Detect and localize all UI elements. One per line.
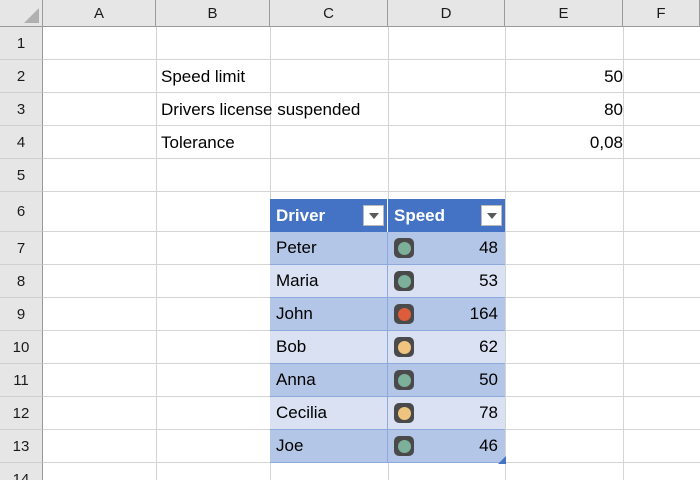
row-header-12[interactable]: 12 (0, 397, 43, 430)
column-header-d[interactable]: D (388, 0, 505, 27)
table-cell-speed[interactable]: 48 (388, 232, 505, 265)
table-cell-driver[interactable]: Peter (270, 232, 388, 265)
select-all-triangle-icon (24, 8, 39, 23)
cell-e4-tolerance-value[interactable]: 0,08 (589, 132, 623, 152)
select-all-corner[interactable] (0, 0, 43, 27)
table-row[interactable]: Maria 53 (270, 265, 505, 298)
cell-e2-speed-limit-value[interactable]: 50 (604, 66, 623, 86)
traffic-light-lamp (397, 274, 411, 288)
table-cell-driver[interactable]: Joe (270, 430, 388, 463)
traffic-light-lamp (397, 241, 411, 255)
table-row[interactable]: Peter 48 (270, 232, 505, 265)
gridline-horizontal-5 (43, 191, 700, 192)
cell-b2-speed-limit-label[interactable]: Speed limit (161, 66, 246, 86)
table-cell-speed[interactable]: 50 (388, 364, 505, 397)
row-header-4[interactable]: 4 (0, 126, 43, 159)
table-cell-driver[interactable]: Anna (270, 364, 388, 397)
gridline-horizontal-2 (43, 92, 700, 93)
row-header-3[interactable]: 3 (0, 93, 43, 126)
table-cell-driver[interactable]: Bob (270, 331, 388, 364)
table-cell-driver[interactable]: Maria (270, 265, 388, 298)
table-column-header-speed-label: Speed (394, 205, 446, 225)
filter-dropdown-arrow-icon-driver[interactable] (363, 205, 384, 226)
row-header-7[interactable]: 7 (0, 232, 43, 265)
traffic-light-lamp (397, 406, 411, 420)
gridline-vertical-f (623, 27, 624, 480)
gridline-vertical-b (156, 27, 157, 480)
gridline-horizontal-4 (43, 158, 700, 159)
table-cell-speed[interactable]: 46 (388, 430, 505, 463)
column-header-e[interactable]: E (505, 0, 623, 27)
row-header-13[interactable]: 13 (0, 430, 43, 463)
table-cell-speed[interactable]: 62 (388, 331, 505, 364)
traffic-light-lamp (397, 307, 411, 321)
table-column-header-driver[interactable]: Driver (270, 199, 388, 232)
row-header-9[interactable]: 9 (0, 298, 43, 331)
gridline-vertical-e (505, 27, 506, 480)
table-header-row: Driver Speed (270, 199, 505, 232)
traffic-light-lamp (397, 373, 411, 387)
table-cell-speed-value: 48 (479, 238, 498, 257)
table-cell-speed[interactable]: 53 (388, 265, 505, 298)
chevron-down-icon (486, 212, 497, 219)
traffic-light-yellow-icon (394, 337, 414, 357)
column-header-f[interactable]: F (623, 0, 700, 27)
row-header-10[interactable]: 10 (0, 331, 43, 364)
row-header-8[interactable]: 8 (0, 265, 43, 298)
row-header-2[interactable]: 2 (0, 60, 43, 93)
traffic-light-green-icon (394, 238, 414, 258)
traffic-light-green-icon (394, 370, 414, 390)
table-cell-speed-value: 78 (479, 403, 498, 422)
table-cell-driver[interactable]: Cecilia (270, 397, 388, 430)
row-header-14[interactable]: 14 (0, 463, 43, 480)
table-row[interactable]: Cecilia 78 (270, 397, 505, 430)
traffic-light-red-icon (394, 304, 414, 324)
table-body: Peter 48 Maria 53 John 164 Bob 62 Anna 50 Cecilia 7… (270, 232, 505, 463)
table-cell-speed-value: 50 (479, 370, 498, 389)
gridline-horizontal-3 (43, 125, 700, 126)
drivers-speed-table: Driver Speed Peter 48 Maria 53 John 164 Bob 62 A… (270, 199, 506, 464)
table-column-header-speed[interactable]: Speed (388, 199, 505, 232)
traffic-light-lamp (397, 439, 411, 453)
column-header-c[interactable]: C (270, 0, 388, 27)
traffic-light-green-icon (394, 271, 414, 291)
table-row[interactable]: Bob 62 (270, 331, 505, 364)
traffic-light-yellow-icon (394, 403, 414, 423)
table-column-header-driver-label: Driver (276, 205, 326, 225)
row-header-6[interactable]: 6 (0, 192, 43, 232)
traffic-light-lamp (397, 340, 411, 354)
filter-dropdown-arrow-icon-speed[interactable] (481, 205, 502, 226)
table-resize-handle[interactable] (498, 456, 506, 464)
chevron-down-icon (368, 212, 379, 219)
row-header-5[interactable]: 5 (0, 159, 43, 192)
table-cell-speed[interactable]: 78 (388, 397, 505, 430)
row-header-1[interactable]: 1 (0, 27, 43, 60)
column-header-a[interactable]: A (43, 0, 156, 27)
table-cell-speed[interactable]: 164 (388, 298, 505, 331)
table-cell-speed-value: 164 (469, 304, 498, 323)
cell-e3-license-suspended-value[interactable]: 80 (604, 99, 623, 119)
row-header-11[interactable]: 11 (0, 364, 43, 397)
cell-b3-license-suspended-label[interactable]: Drivers license suspended (161, 99, 361, 119)
column-header-b[interactable]: B (156, 0, 270, 27)
gridline-horizontal-1 (43, 59, 700, 60)
table-cell-speed-value: 53 (479, 271, 498, 290)
table-row[interactable]: Anna 50 (270, 364, 505, 397)
table-cell-driver[interactable]: John (270, 298, 388, 331)
table-cell-speed-value: 46 (479, 436, 498, 455)
table-cell-speed-value: 62 (479, 337, 498, 356)
table-row[interactable]: Joe 46 (270, 430, 505, 463)
cell-b4-tolerance-label[interactable]: Tolerance (161, 132, 235, 152)
table-row[interactable]: John 164 (270, 298, 505, 331)
traffic-light-green-icon (394, 436, 414, 456)
